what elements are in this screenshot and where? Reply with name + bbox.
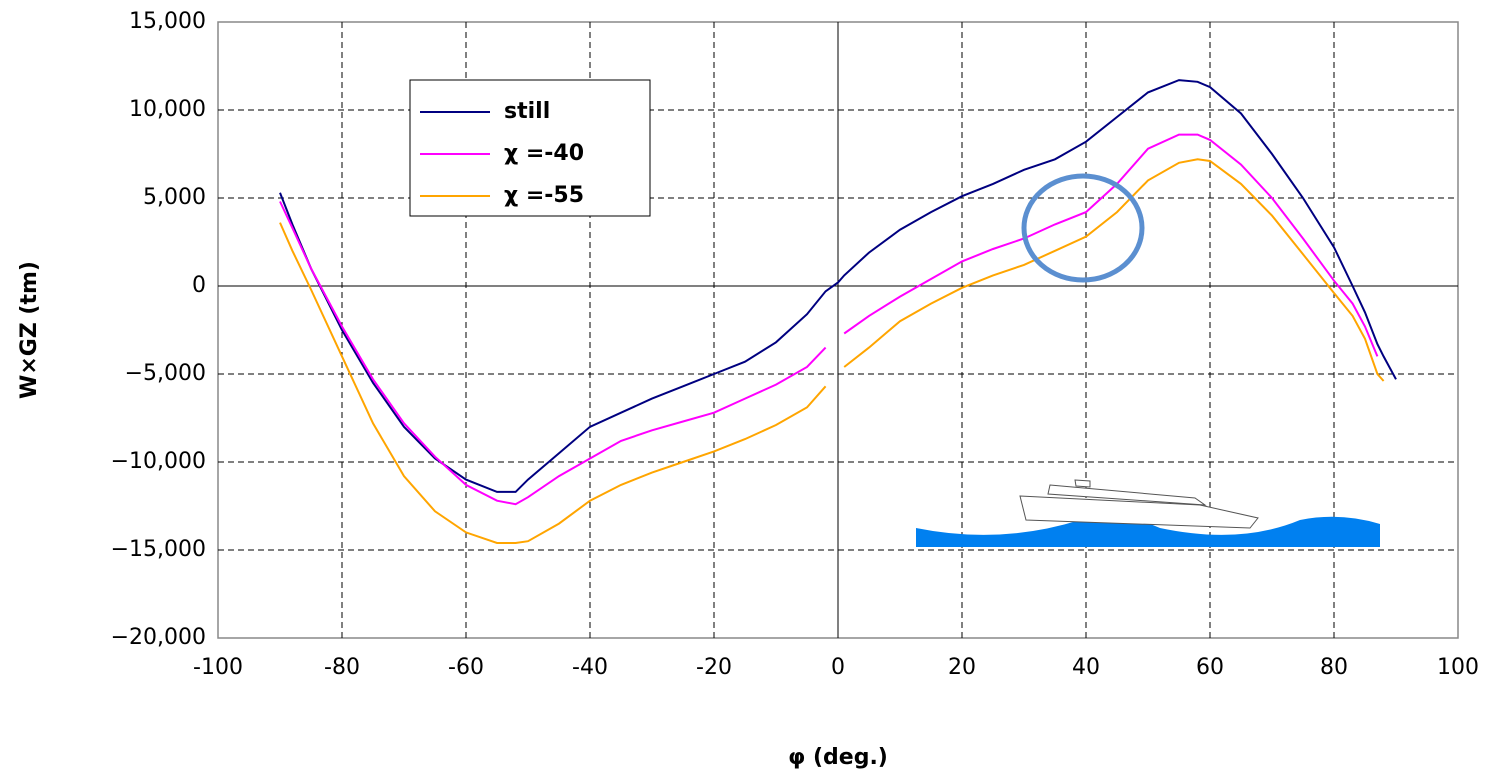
legend (409, 79, 651, 217)
ship-illustration (916, 479, 1380, 547)
x-tick-label: 80 (1320, 655, 1348, 680)
legend-label: χ =-40 (504, 141, 584, 166)
y-tick-label: 0 (192, 273, 206, 298)
highlight-ellipse (1021, 173, 1145, 283)
x-tick-label: 100 (1437, 655, 1479, 680)
y-axis-label: W×GZ (tm) (17, 261, 42, 399)
legend-label: still (504, 99, 550, 124)
x-tick-label: -80 (324, 655, 360, 680)
x-tick-label: 40 (1072, 655, 1100, 680)
series-line (279, 79, 1397, 493)
x-tick-label: 20 (948, 655, 976, 680)
y-tick-label: −20,000 (111, 625, 206, 650)
series-group (279, 79, 1397, 544)
x-axis-label: φ (deg.) (788, 745, 888, 770)
x-tick-label: -20 (696, 655, 732, 680)
x-tick-label: -40 (572, 655, 608, 680)
y-tick-label: 15,000 (129, 9, 206, 34)
series-line (279, 158, 1385, 544)
x-tick-label: 0 (831, 655, 845, 680)
y-tick-label: 10,000 (129, 97, 206, 122)
y-tick-label: 5,000 (143, 185, 206, 210)
legend-label: χ =-55 (504, 183, 584, 208)
x-tick-label: -100 (193, 655, 243, 680)
series-line (279, 133, 1379, 506)
y-tick-label: −5,000 (125, 361, 206, 386)
legend-items: still χ =-40 χ =-55 (420, 99, 584, 208)
x-tick-label: 60 (1196, 655, 1224, 680)
x-tick-label: -60 (448, 655, 484, 680)
y-tick-label: −10,000 (111, 449, 206, 474)
y-tick-label: −15,000 (111, 537, 206, 562)
